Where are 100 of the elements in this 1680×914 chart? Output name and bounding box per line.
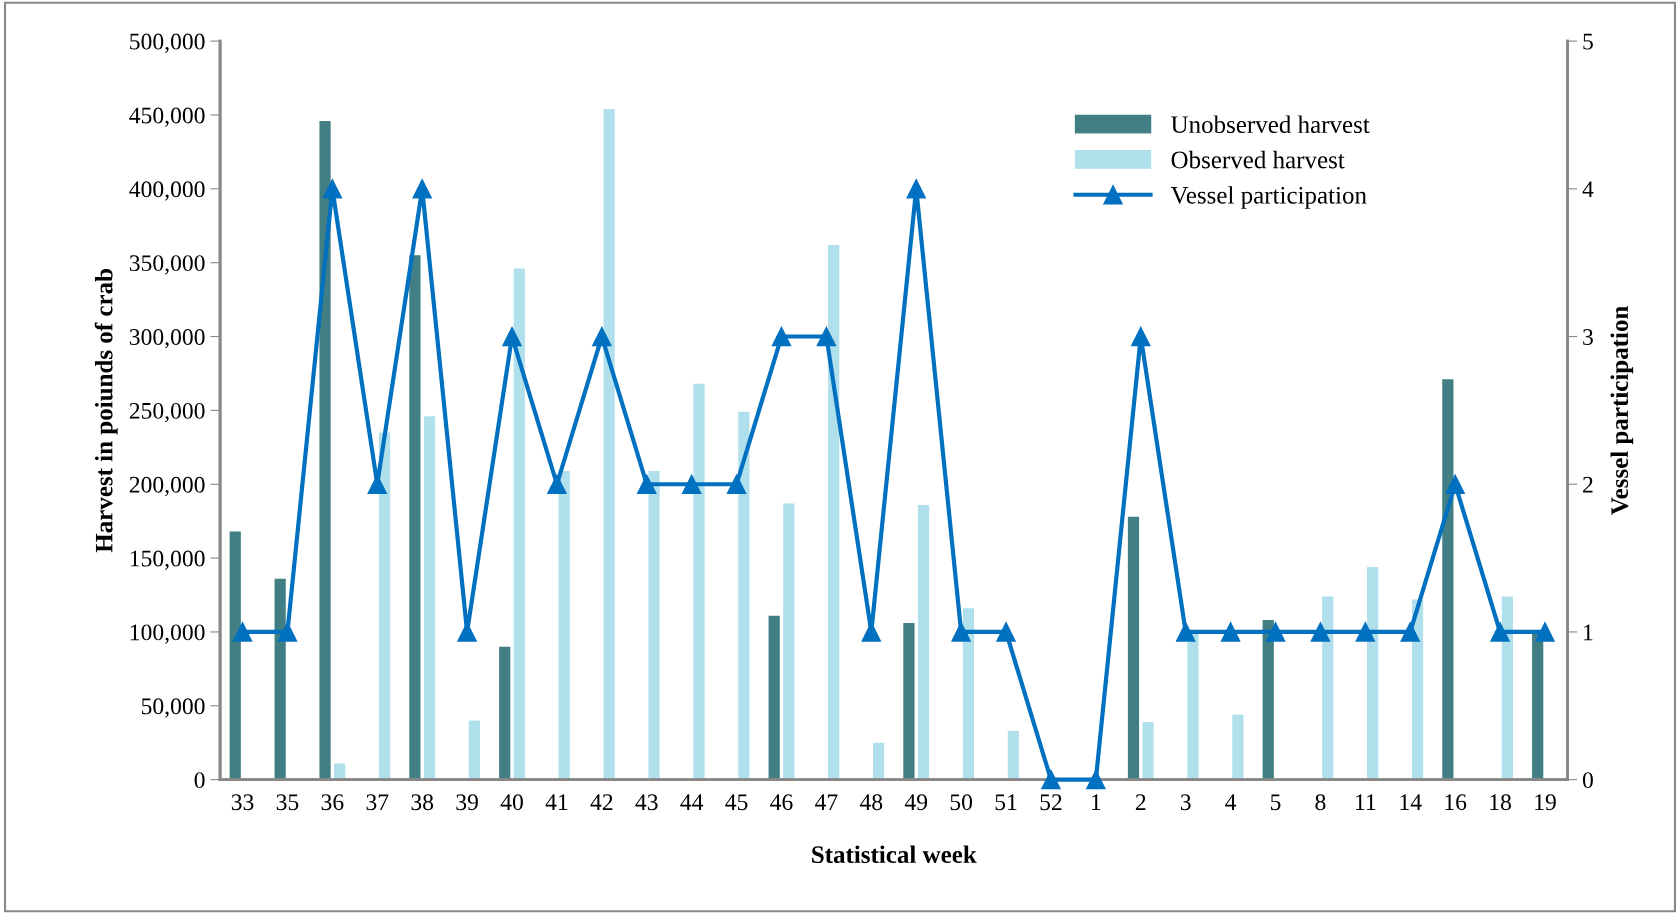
bar	[783, 503, 795, 780]
bar	[1142, 722, 1154, 780]
bar	[334, 763, 346, 780]
x-tick-label: 18	[1490, 794, 1511, 811]
x-tick-label: 48	[859, 794, 883, 811]
bar	[648, 470, 660, 780]
y2-tick-label: 4	[1582, 181, 1594, 198]
point	[1355, 622, 1376, 642]
bar	[468, 720, 481, 780]
x-tick-label: 43	[635, 794, 658, 811]
x-tick-label: 2	[1135, 794, 1146, 810]
bar	[738, 411, 750, 780]
x-tick-label: 14	[1400, 794, 1422, 810]
bar	[828, 244, 840, 780]
point	[996, 622, 1016, 642]
bar	[378, 432, 391, 780]
point	[1086, 769, 1106, 790]
bar	[768, 615, 780, 780]
x-axis-title: Statistical week	[812, 845, 977, 864]
y2-tick-label: 2	[1583, 476, 1593, 493]
point	[232, 622, 253, 642]
y-tick-label: 0	[194, 772, 205, 789]
bar	[319, 120, 331, 780]
x-tick-label: 5	[1270, 794, 1281, 811]
x-tick-label: 42	[590, 794, 613, 810]
y2-axis-title: Vessel participation	[1610, 306, 1634, 515]
y2-tick-label: 5	[1583, 33, 1593, 50]
x-tick-label: 4	[1225, 794, 1237, 810]
point	[681, 474, 702, 494]
point	[1445, 474, 1465, 494]
y-tick-label: 300,000	[129, 329, 205, 349]
bar	[409, 255, 421, 780]
bar	[1007, 730, 1019, 780]
point	[1490, 622, 1510, 642]
x-tick-label: 41	[545, 794, 568, 810]
x-tick-label: 3	[1180, 794, 1191, 811]
x-tick-label: 44	[680, 794, 704, 810]
point	[816, 326, 837, 347]
point	[637, 474, 657, 494]
x-tick-label: 37	[366, 794, 389, 811]
x-tick-label: 39	[456, 794, 478, 811]
x-tick-label: 47	[815, 794, 838, 810]
bar	[1322, 596, 1334, 780]
point	[1041, 769, 1061, 790]
point	[1400, 622, 1420, 642]
x-tick-label: 1	[1092, 794, 1101, 810]
bar	[1127, 516, 1140, 780]
point	[412, 179, 432, 199]
bar	[1367, 566, 1379, 780]
x-tick-label: 11	[1356, 794, 1376, 810]
y-tick-label: 450,000	[129, 107, 205, 127]
point	[771, 326, 792, 347]
bar	[962, 608, 975, 780]
legend-label: Vessel participation	[1170, 186, 1367, 209]
bar	[693, 383, 705, 780]
point	[1220, 622, 1241, 642]
bar	[603, 109, 615, 780]
point	[592, 326, 612, 347]
point	[726, 474, 747, 494]
y-tick-label: 350,000	[129, 255, 205, 275]
y2-tick-label: 0	[1582, 772, 1593, 789]
point	[1535, 622, 1555, 642]
x-tick-label: 52	[1040, 794, 1062, 811]
x-tick-label: 51	[995, 794, 1017, 811]
bar	[499, 646, 511, 780]
x-tick-label: 49	[904, 794, 928, 811]
point	[322, 179, 343, 199]
x-tick-label: 45	[725, 794, 748, 811]
y-axis-title: Harvest in poiunds of crab	[94, 269, 118, 553]
point	[457, 622, 477, 642]
y-tick-label: 100,000	[130, 624, 205, 644]
x-tick-label: 46	[770, 794, 793, 811]
point	[277, 622, 298, 642]
bar	[1232, 714, 1244, 780]
x-tick-label: 36	[321, 794, 344, 811]
point	[951, 622, 971, 642]
bar	[1532, 631, 1544, 780]
y2-tick-label: 3	[1583, 329, 1593, 345]
x-tick-label: 40	[500, 794, 523, 811]
bar	[558, 470, 570, 780]
bar	[513, 268, 525, 780]
x-tick-label: 50	[950, 794, 973, 811]
x-tick-label: 35	[276, 794, 299, 811]
y-tick-label: 250,000	[129, 402, 205, 423]
bar	[1262, 620, 1274, 780]
point	[1175, 622, 1196, 642]
x-tick-label: 38	[411, 794, 434, 811]
point	[547, 474, 567, 494]
y2-tick-label: 1	[1584, 624, 1593, 641]
y-tick-label: 50,000	[141, 698, 205, 718]
bar	[872, 742, 885, 780]
bar	[1442, 379, 1454, 780]
x-tick-label: 16	[1445, 794, 1467, 811]
bar	[274, 578, 286, 780]
y-tick-label: 200,000	[129, 476, 205, 497]
bar	[903, 623, 915, 780]
bar	[1501, 596, 1513, 780]
x-tick-label: 33	[231, 794, 254, 811]
bar	[229, 531, 241, 780]
y-tick-label: 400,000	[129, 181, 205, 201]
